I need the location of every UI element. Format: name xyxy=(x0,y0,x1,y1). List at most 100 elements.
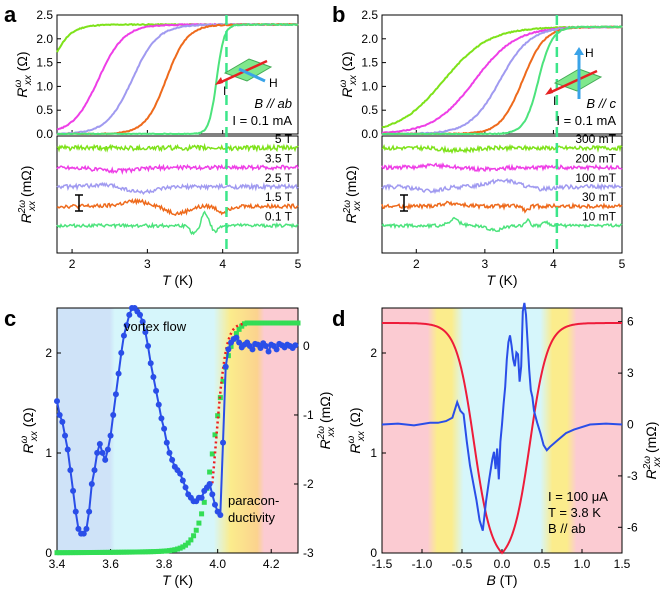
resistance-marker xyxy=(116,549,122,555)
y2-tick-label: 0 xyxy=(303,339,310,353)
second-harmonic-marker xyxy=(118,349,125,356)
y-axis-label-bottom: R2ωxx (mΩ) xyxy=(17,166,38,224)
y2-tick-label: 3 xyxy=(627,366,634,380)
y-tick-label: 2.0 xyxy=(36,32,53,46)
second-harmonic-marker xyxy=(107,432,114,439)
current-text: I = 0.1 mA xyxy=(556,113,616,128)
resistance-marker xyxy=(158,548,164,554)
bottom-plot-frame xyxy=(381,135,623,254)
current-arrowhead-icon xyxy=(545,87,553,95)
second-harmonic-marker xyxy=(110,411,117,418)
second-harmonic-marker xyxy=(206,480,213,487)
x-axis-label: T (K) xyxy=(486,272,517,288)
resistance-marker xyxy=(169,547,175,553)
y-tick-label: 0.5 xyxy=(36,103,53,117)
current-arrow-icon xyxy=(548,69,598,95)
x-axis-label: T (K) xyxy=(162,572,193,588)
resistance-marker xyxy=(180,544,186,550)
resistance-marker xyxy=(166,548,172,554)
plot-frame xyxy=(56,307,299,554)
resistance-marker xyxy=(62,550,68,556)
resistance-marker xyxy=(292,320,298,326)
y2-tick-label: 0 xyxy=(627,418,634,432)
fit-curve xyxy=(211,322,245,484)
second-harmonic-marker xyxy=(59,418,66,425)
temperature-text: T = 3.8 K xyxy=(548,505,601,520)
second-harmonic-marker xyxy=(54,398,60,405)
curve-label: 300 mT xyxy=(575,132,616,146)
resistance-marker xyxy=(185,540,191,546)
resistance-marker xyxy=(201,499,207,505)
x-tick-label: 4.0 xyxy=(209,557,226,571)
resistance-curve-0.1T xyxy=(56,22,299,136)
resistance-marker xyxy=(108,549,114,555)
resistance-marker xyxy=(220,378,226,384)
resistance-marker xyxy=(67,550,73,556)
second-harmonic-marker xyxy=(145,342,152,349)
y2-tick-label: -2 xyxy=(303,477,314,491)
resistance-marker xyxy=(183,542,189,548)
second-harmonic-marker xyxy=(104,446,111,453)
resistance-marker xyxy=(263,320,269,326)
second-harmonic-marker xyxy=(265,348,272,355)
second-harmonic-marker xyxy=(163,439,170,446)
field-orientation-text: B // c xyxy=(586,96,616,111)
y-axis-label-top: Rωxx (Ω) xyxy=(338,51,359,97)
resistance-marker xyxy=(268,320,274,326)
field-arrow-icon xyxy=(238,67,266,83)
resistance-marker xyxy=(258,320,264,326)
second-harmonic-marker xyxy=(70,487,77,494)
second-harmonic-marker xyxy=(209,491,216,498)
x-tick-label: 4 xyxy=(219,257,226,271)
inset-current-label: I xyxy=(553,94,556,108)
resistance-marker xyxy=(73,550,79,556)
second-harmonic-curve xyxy=(381,162,623,173)
y2-axis-label: R2ωxx (mΩ) xyxy=(316,392,337,450)
second-harmonic-marker xyxy=(166,449,173,456)
panel-b: 0.0 0.5 1.0 1.5 2.0 2.5 2 3 4 5 T (K) Rωxx (Ω) R2ωxx… xyxy=(338,8,626,288)
current-text: I = 0.1 mA xyxy=(232,113,292,128)
x-tick-label: 3 xyxy=(144,257,151,271)
resistance-marker xyxy=(276,320,282,326)
resistance-marker xyxy=(244,320,250,326)
current-arrowhead-icon xyxy=(215,77,223,85)
second-harmonic-marker xyxy=(182,484,189,491)
bottom-plot-frame xyxy=(56,135,299,254)
curve-label: 10 mT xyxy=(582,210,617,224)
second-harmonic-curve xyxy=(56,210,299,236)
second-harmonic-marker xyxy=(120,332,127,339)
second-harmonic-marker xyxy=(83,525,90,532)
inset-field-label: H xyxy=(269,76,278,90)
x-tick-label: 5 xyxy=(619,257,626,271)
x-tick-label: 3 xyxy=(482,257,489,271)
resistance-marker xyxy=(100,549,106,555)
second-harmonic-marker xyxy=(177,470,184,477)
panel-d: -1.5 -1.0 -0.5 0.0 0.5 1.0 1.5 0 1 2 6 3 0 -3 -6 B (T) R… xyxy=(346,302,663,588)
second-harmonic-marker xyxy=(94,449,101,456)
second-harmonic-marker xyxy=(123,322,130,329)
y-tick-label: 1.0 xyxy=(36,79,53,93)
panel-letter-c: c xyxy=(4,306,16,331)
second-harmonic-marker xyxy=(62,432,69,439)
resistance-marker xyxy=(274,320,280,326)
y-tick-label: 1 xyxy=(370,446,377,460)
resistance-marker xyxy=(255,320,261,326)
y-tick-label: 2.5 xyxy=(36,8,53,22)
resistance-marker xyxy=(295,320,301,326)
second-harmonic-marker xyxy=(64,446,71,453)
resistance-marker xyxy=(252,320,258,326)
y-axis-label: Rωxx (Ω) xyxy=(346,407,367,453)
y-tick-label: 0.0 xyxy=(36,127,53,141)
field-orientation-text: B // ab xyxy=(254,96,292,111)
resistance-marker xyxy=(129,549,135,555)
resistance-marker xyxy=(54,550,60,556)
resistance-marker xyxy=(290,320,296,326)
panel-letter-d: d xyxy=(332,306,345,331)
resistance-marker xyxy=(196,520,202,526)
second-harmonic-curve xyxy=(56,197,299,217)
resistance-marker xyxy=(279,320,285,326)
second-harmonic-marker xyxy=(220,439,227,446)
x-tick-label: 2 xyxy=(413,257,420,271)
second-harmonic-marker xyxy=(88,480,95,487)
